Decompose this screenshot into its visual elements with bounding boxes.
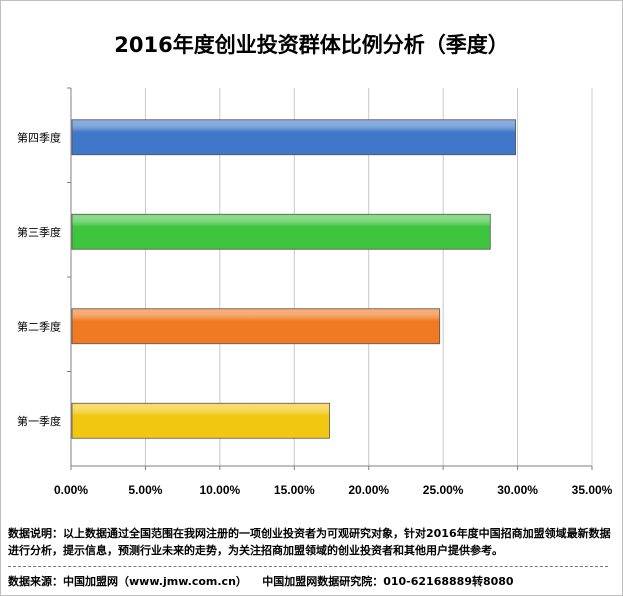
x-tick-label: 5.00% [128,483,162,497]
x-tick-label: 30.00% [497,483,538,497]
bar-highlight [71,119,516,156]
x-tick-label: 25.00% [423,483,464,497]
x-tick-label: 10.00% [200,483,241,497]
x-tick-label: 20.00% [348,483,389,497]
x-tick-label: 35.00% [572,483,613,497]
data-note: 数据说明：以上数据通过全国范围在我网注册的一项创业投资者为可观研究对象，针对20… [8,527,611,557]
bar-highlight [71,402,330,439]
footer-divider [8,566,608,567]
y-tick-label: 第三季度 [17,225,61,239]
bar-highlight [71,213,491,250]
data-source: 数据来源：中国加盟网（www.jmw.com.cn） 中国加盟网数据研究院：01… [8,575,514,588]
y-tick-label: 第一季度 [17,414,61,428]
y-tick-label: 第四季度 [17,130,61,144]
x-tick-label: 0.00% [54,483,88,497]
chart-title: 2016年度创业投资群体比例分析（季度） [114,33,509,57]
x-tick-label: 15.00% [274,483,315,497]
y-tick-label: 第二季度 [17,319,61,333]
bar-highlight [71,308,441,345]
